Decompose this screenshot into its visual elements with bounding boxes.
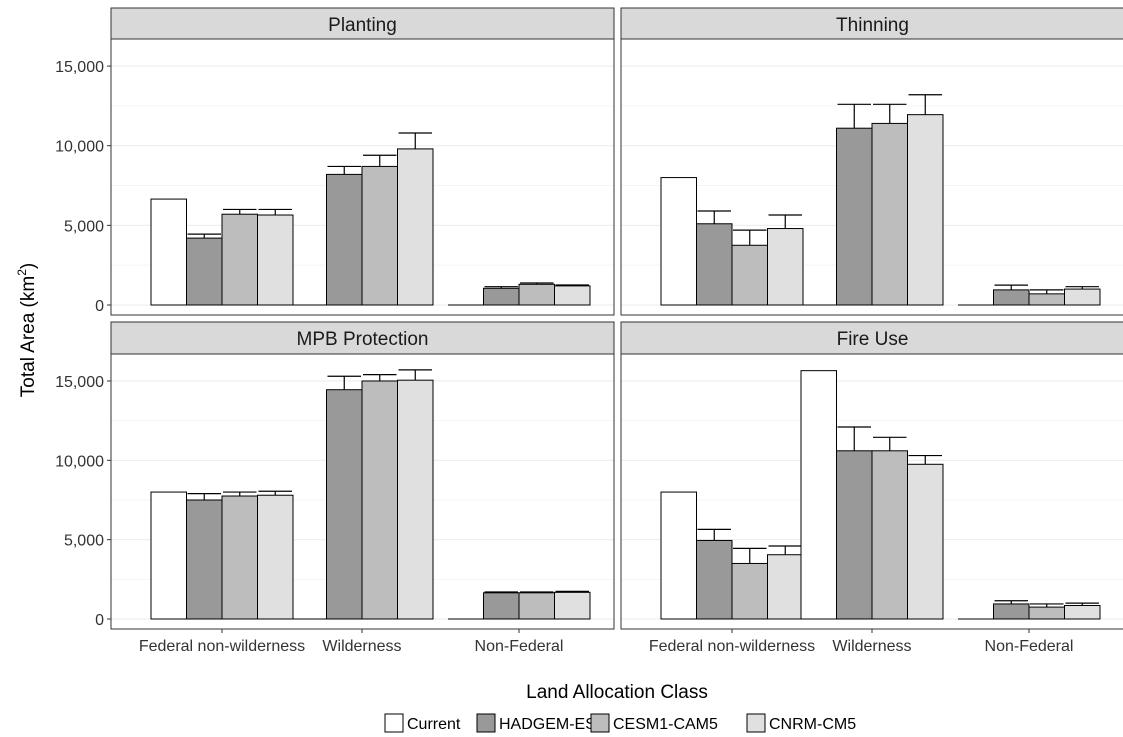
panel-title: MPB Protection — [297, 329, 429, 350]
legend: Current HADGEM-ES CESM1-CAM5 CNRM-CM5 — [384, 713, 856, 733]
bar-cnrm-cm5 — [907, 114, 944, 306]
x-tick-label: Non-Federal — [985, 638, 1074, 655]
bar-cesm1-cam5 — [871, 122, 908, 306]
y-axis-label-close: ) — [18, 263, 39, 269]
bar-hadgem-es — [993, 603, 1030, 620]
bar-cnrm-cm5 — [397, 148, 434, 306]
legend-swatch-cesm1-cam5 — [590, 713, 610, 733]
bar-hadgem-es — [836, 127, 873, 306]
bar-hadgem-es — [483, 287, 520, 306]
bar-cesm1-cam5 — [221, 495, 258, 620]
bar-cnrm-cm5 — [257, 494, 294, 620]
panel-title: Planting — [328, 15, 397, 36]
bar-current — [660, 177, 697, 306]
y-tick-label: 5,000 — [64, 533, 104, 550]
x-tick-label: Non-Federal — [475, 638, 564, 655]
bar-cnrm-cm5 — [554, 591, 591, 620]
y-tick-label: 10,000 — [55, 453, 104, 470]
legend-label: HADGEM-ES — [499, 716, 596, 733]
panel-strip — [620, 321, 1123, 355]
panel-title: Thinning — [836, 15, 909, 36]
bar-cnrm-cm5 — [767, 228, 804, 306]
panel-strip — [110, 7, 615, 40]
bar-hadgem-es — [993, 289, 1030, 306]
x-tick-label: Wilderness — [322, 638, 401, 655]
x-axis-label: Land Allocation Class — [526, 682, 708, 703]
x-tick-label: Federal non-wilderness — [649, 638, 815, 655]
bar-current — [660, 491, 697, 620]
panel-planting: Planting 0 5,000 10,000 15,000 — [55, 7, 615, 316]
panel-strip — [620, 7, 1123, 40]
panel-thinning: Thinning — [620, 7, 1123, 316]
bar-hadgem-es — [186, 499, 223, 620]
y-tick-label: 10,000 — [55, 139, 104, 156]
bar-cnrm-cm5 — [907, 463, 944, 620]
bar-hadgem-es — [836, 450, 873, 620]
y-axis-label-sup: 2 — [15, 269, 29, 276]
bar-hadgem-es — [186, 237, 223, 306]
bar-current — [150, 198, 187, 306]
bar-cnrm-cm5 — [554, 285, 591, 306]
bar-current — [150, 491, 187, 620]
bar-cesm1-cam5 — [871, 450, 908, 620]
y-tick-label: 0 — [95, 612, 104, 629]
bar-cesm1-cam5 — [221, 213, 258, 306]
bar-cesm1-cam5 — [731, 562, 768, 620]
y-tick-label: 15,000 — [55, 374, 104, 391]
bar-hadgem-es — [696, 539, 733, 620]
bar-cnrm-cm5 — [1064, 288, 1101, 306]
bar-hadgem-es — [696, 223, 733, 306]
panel-border — [110, 38, 615, 316]
bar-cesm1-cam5 — [361, 165, 398, 306]
legend-label: CESM1-CAM5 — [613, 716, 718, 733]
panel-title: Fire Use — [837, 329, 909, 350]
y-tick-label: 0 — [95, 298, 104, 315]
legend-swatch-current — [384, 713, 404, 733]
y-tick-label: 5,000 — [64, 218, 104, 235]
bar-cesm1-cam5 — [518, 283, 555, 306]
legend-label: CNRM-CM5 — [769, 716, 856, 733]
x-tick-label: Wilderness — [832, 638, 911, 655]
bar-hadgem-es — [483, 592, 520, 620]
bar-cesm1-cam5 — [731, 244, 768, 306]
y-axis-label: Total Area (km2) — [15, 263, 39, 397]
bar-cesm1-cam5 — [1028, 606, 1065, 620]
legend-label: Current — [407, 716, 461, 733]
bar-cnrm-cm5 — [257, 214, 294, 306]
bar-cnrm-cm5 — [1064, 605, 1101, 620]
legend-swatch-hadgem-es — [476, 713, 496, 733]
panel-strip — [110, 321, 615, 355]
bar-cnrm-cm5 — [397, 379, 434, 620]
legend-swatch-cnrm-cm5 — [746, 713, 766, 733]
panel-fire-use: Fire Use Federal non-wilderness Wilderness… — [620, 321, 1123, 655]
bar-hadgem-es — [326, 173, 363, 306]
x-tick-label: Federal non-wilderness — [139, 638, 305, 655]
bar-cesm1-cam5 — [361, 380, 398, 620]
panel-mpb-protection: MPB Protection 0 5,000 10,000 15,000 Federal … — [55, 321, 615, 655]
bar-cesm1-cam5 — [518, 592, 555, 620]
chart-panels: Planting 0 5,000 10,000 15,000 Thinning MPB Pr… — [55, 7, 1123, 655]
bar-cesm1-cam5 — [1028, 293, 1065, 306]
bar-hadgem-es — [326, 389, 363, 620]
panel-border — [620, 38, 1123, 316]
bar-cnrm-cm5 — [767, 554, 804, 620]
y-tick-label: 15,000 — [55, 59, 104, 76]
bar-current — [800, 370, 837, 620]
